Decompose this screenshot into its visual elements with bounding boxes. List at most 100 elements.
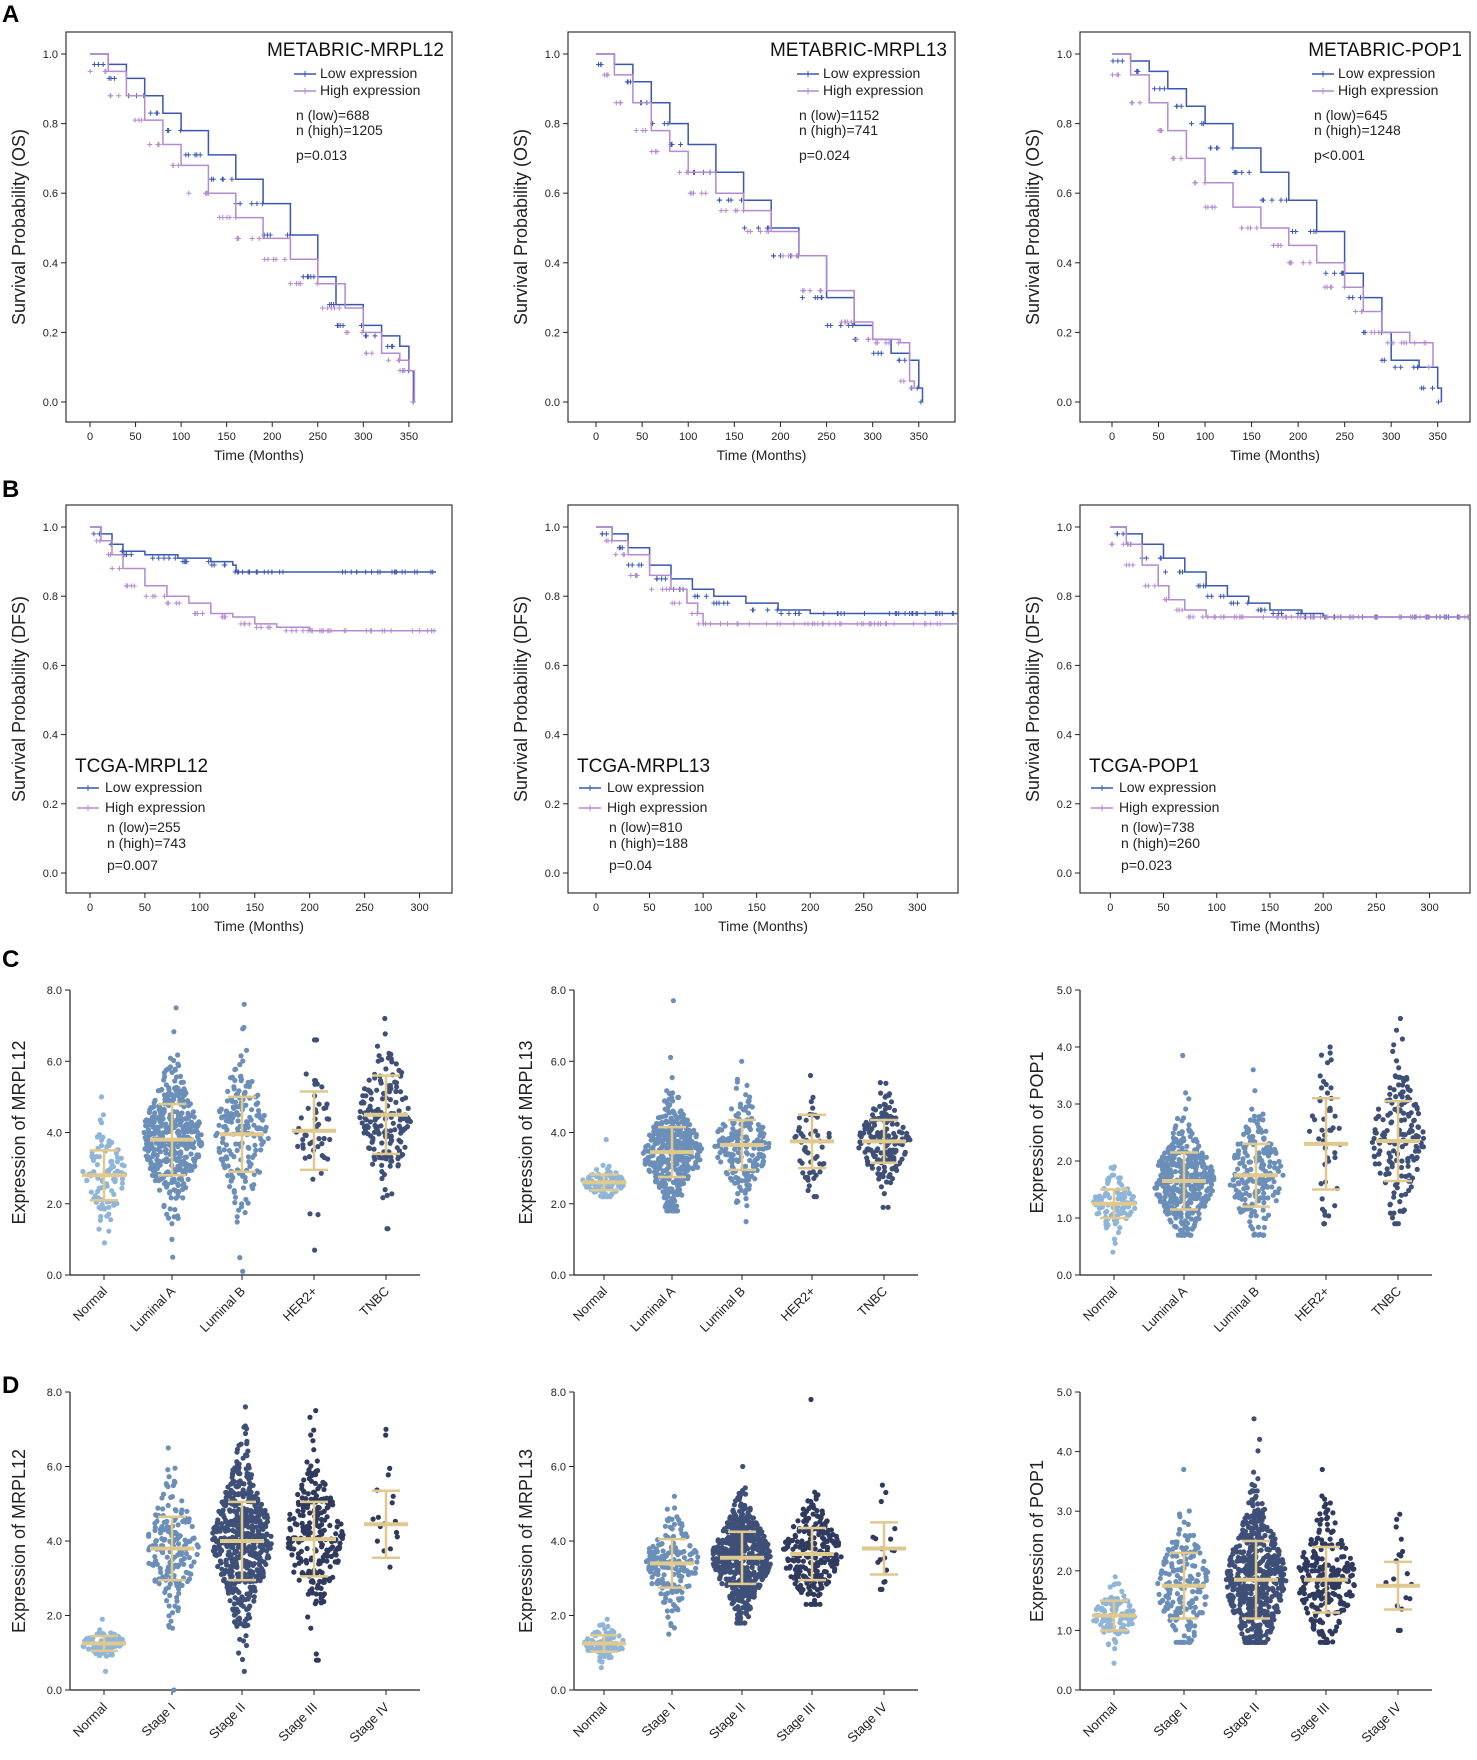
data-point (97, 1217, 103, 1223)
censor-mark (1123, 562, 1129, 568)
data-point (680, 1144, 686, 1150)
data-point (265, 1553, 271, 1559)
censor-mark (791, 621, 797, 627)
censor-mark (895, 340, 901, 346)
censor-mark (854, 621, 860, 627)
data-point (186, 1555, 192, 1561)
data-point (98, 1137, 105, 1143)
data-point (1373, 1116, 1379, 1122)
censor-mark (717, 621, 723, 627)
data-point (160, 1491, 167, 1497)
censor-mark (923, 621, 929, 627)
data-point (648, 1133, 654, 1139)
data-point (307, 1211, 313, 1217)
data-point (308, 1579, 314, 1585)
censor-mark (638, 562, 644, 568)
data-point (653, 1173, 659, 1180)
censor-mark (176, 600, 182, 606)
data-point (657, 1157, 663, 1163)
data-point (368, 1096, 374, 1102)
data-point (316, 1101, 322, 1107)
data-point (196, 1137, 202, 1143)
data-point (1201, 1198, 1207, 1205)
data-point (651, 1169, 658, 1175)
censor-mark (1275, 614, 1281, 620)
data-point (152, 1554, 158, 1560)
data-point (1189, 1130, 1195, 1137)
stat-annotation: n (high)=743 (107, 835, 186, 851)
data-point (185, 1111, 191, 1117)
data-point (109, 1652, 115, 1658)
data-point (230, 1467, 236, 1473)
data-point (173, 1150, 179, 1156)
censor-mark (1230, 145, 1236, 151)
censor-mark (1200, 614, 1206, 620)
data-point (164, 1184, 170, 1190)
data-point (806, 1183, 812, 1189)
censor-mark (425, 628, 431, 634)
data-point (296, 1577, 302, 1583)
data-point (1241, 1145, 1247, 1151)
y-axis-label: Survival Probability (OS) (511, 129, 531, 325)
data-point (399, 1069, 405, 1076)
data-point (190, 1129, 196, 1135)
data-point (1247, 1219, 1253, 1225)
censor-mark (689, 190, 695, 196)
data-point (242, 1618, 248, 1624)
data-point (1405, 1111, 1411, 1118)
censor-mark (896, 357, 902, 363)
data-point (156, 1131, 162, 1137)
censor-mark (1270, 611, 1276, 616)
censor-mark (116, 93, 122, 99)
data-point (142, 1145, 148, 1152)
censor-mark (1379, 357, 1385, 363)
data-point (327, 1136, 333, 1143)
data-point (1186, 1122, 1192, 1128)
data-point (235, 1118, 241, 1124)
data-point (387, 1097, 393, 1103)
data-point (394, 1084, 400, 1090)
censor-mark (1239, 225, 1245, 231)
data-point (160, 1143, 166, 1149)
data-point (1115, 1229, 1122, 1236)
censor-mark (1162, 569, 1168, 575)
data-point (335, 1559, 341, 1565)
data-point (183, 1090, 189, 1096)
data-point (1183, 1106, 1189, 1112)
y-axis-label: Survival Probability (DFS) (511, 596, 531, 802)
data-point (230, 1104, 236, 1110)
data-point (1371, 1135, 1377, 1142)
censor-mark (778, 611, 784, 616)
censor-mark (311, 274, 317, 280)
censor-mark (801, 288, 807, 294)
censor-mark (1417, 614, 1423, 620)
censor-mark (810, 621, 816, 627)
y-tick-label: 1.0 (545, 522, 560, 534)
censor-mark (1161, 86, 1167, 92)
censor-mark (200, 611, 206, 616)
data-point (84, 1636, 90, 1642)
data-point (1187, 1232, 1193, 1238)
censor-mark (649, 148, 655, 154)
data-point (159, 1524, 165, 1530)
censor-mark (907, 611, 913, 616)
data-point (234, 1110, 240, 1116)
data-point (650, 1144, 656, 1151)
censor-mark (161, 555, 167, 561)
censor-mark (835, 611, 841, 616)
data-point (177, 1122, 183, 1128)
data-point (374, 1087, 380, 1093)
y-tick-label: 2.0 (1057, 1156, 1072, 1168)
data-point (1280, 1172, 1286, 1178)
data-point (691, 1127, 697, 1133)
data-point (1256, 1124, 1262, 1130)
data-point (228, 1178, 234, 1184)
panel-letter-b: B (2, 476, 19, 503)
data-point (216, 1145, 222, 1151)
censor-mark (873, 340, 879, 346)
censor-mark (1300, 260, 1306, 266)
data-point (183, 1541, 189, 1547)
data-point (227, 1184, 233, 1190)
censor-mark (235, 235, 241, 241)
y-axis-label: Survival Probability (OS) (1023, 129, 1043, 325)
